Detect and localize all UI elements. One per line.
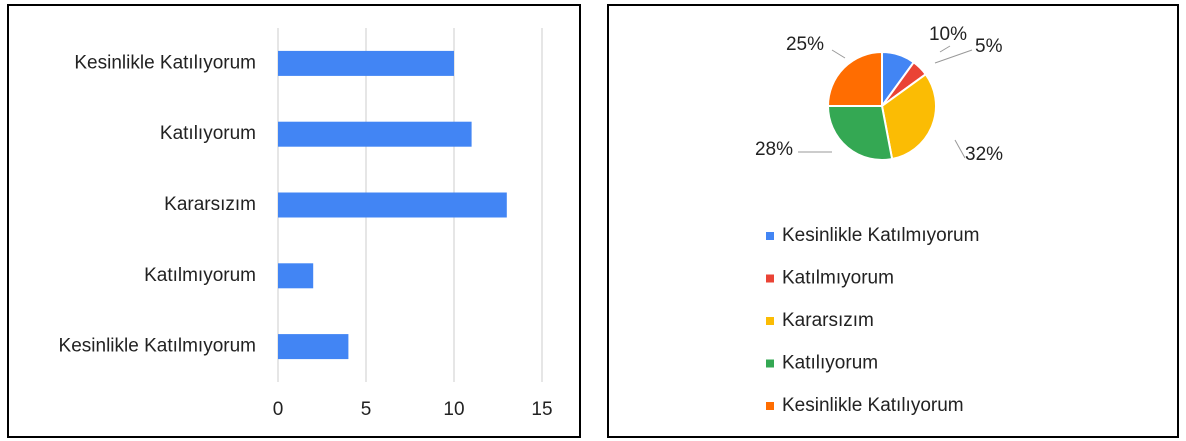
x-tick-label: 0 (273, 399, 284, 420)
bar-panel (7, 4, 581, 438)
slice-label: 25% (786, 34, 824, 55)
bar (278, 334, 349, 360)
legend-swatch (766, 274, 774, 283)
slice-label: 32% (965, 144, 1003, 165)
slice-label: 5% (975, 36, 1003, 57)
legend-label: Kesinlikle Katılıyorum (782, 395, 964, 416)
leader-line (939, 45, 951, 53)
x-tick-label: 5 (361, 399, 372, 420)
slice-label: 10% (929, 24, 967, 45)
x-tick-label: 10 (443, 399, 464, 420)
bar (278, 121, 472, 147)
pie-slice (826, 50, 883, 107)
pie-slice (880, 72, 937, 161)
legend-swatch (766, 317, 774, 325)
slice-label: 28% (755, 139, 793, 160)
y-tick-label: Katılıyorum (160, 123, 256, 144)
bar (278, 263, 314, 289)
legend-label: Kesinlikle Katılmıyorum (782, 225, 979, 246)
leader-line (934, 49, 973, 64)
legend-swatch (766, 232, 774, 240)
legend-label: Katılmıyorum (782, 268, 894, 289)
y-tick-label: Katılmıyorum (144, 265, 256, 286)
bar (278, 50, 454, 76)
legend-swatch (766, 359, 774, 368)
y-tick-label: Kararsızım (164, 194, 256, 215)
legend-swatch (766, 402, 774, 410)
legend-label: Katılıyorum (782, 353, 878, 374)
bar (278, 192, 507, 218)
leader-line (831, 49, 846, 59)
leader-line (954, 139, 966, 159)
y-tick-label: Kesinlikle Katılıyorum (74, 52, 256, 73)
y-tick-label: Kesinlikle Katılmıyorum (59, 336, 256, 357)
legend-label: Kararsızım (782, 310, 874, 331)
pie-slice (826, 105, 894, 161)
x-tick-label: 15 (531, 399, 552, 420)
